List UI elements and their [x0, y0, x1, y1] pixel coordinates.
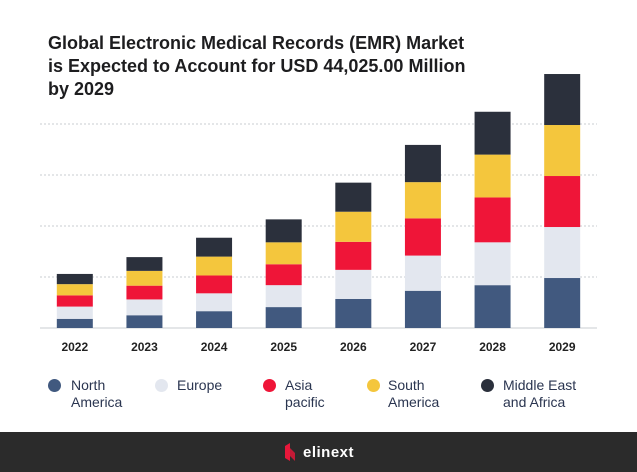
- chart: 2022 2023 2024 2025 2026 2027 2028 2029: [40, 74, 597, 354]
- chart-title: Global Electronic Medical Records (EMR) …: [48, 33, 466, 99]
- legend-label: South America: [388, 377, 440, 410]
- bar-segment: [56, 318, 93, 328]
- bar-segment: [265, 242, 302, 265]
- bar-segment: [474, 285, 511, 328]
- bar-segment: [335, 211, 372, 242]
- x-tick-label: 2024: [201, 340, 228, 354]
- bar-segment: [56, 295, 93, 307]
- bar-segment: [544, 74, 581, 126]
- footer: elinext: [0, 432, 637, 472]
- bar-segment: [335, 241, 372, 270]
- bar-segment: [404, 182, 441, 219]
- legend-label: Asia pacific: [285, 377, 325, 410]
- bar-segment: [126, 299, 163, 316]
- legend-swatch: [48, 379, 61, 392]
- bar-segment: [196, 237, 233, 257]
- legend-label: North America: [71, 377, 123, 410]
- legend-swatch: [155, 379, 168, 392]
- x-tick-label: 2026: [340, 340, 367, 354]
- bar-segment: [544, 278, 581, 328]
- bar-segment: [196, 256, 233, 276]
- bar-segment: [56, 273, 93, 285]
- bar-segment: [544, 176, 581, 228]
- bar-segment: [265, 285, 302, 308]
- x-tick-label: 2028: [479, 340, 506, 354]
- bar-segment: [56, 284, 93, 296]
- bar-segment: [544, 125, 581, 177]
- bar-segment: [265, 264, 302, 286]
- bar-segment: [196, 275, 233, 294]
- bar-segment: [335, 269, 372, 299]
- legend-swatch: [481, 379, 494, 392]
- bar-segment: [126, 285, 163, 300]
- x-tick-label: 2022: [61, 340, 88, 354]
- x-tick-label: 2029: [549, 340, 576, 354]
- bar-segment: [404, 290, 441, 328]
- bar-segment: [196, 311, 233, 328]
- bar-segment: [404, 144, 441, 183]
- bar-segment: [474, 111, 511, 155]
- legend-label: Europe: [177, 377, 223, 393]
- bar-segment: [335, 182, 372, 212]
- bar-segment: [265, 307, 302, 328]
- bar-segment: [56, 306, 93, 319]
- x-tick-label: 2025: [270, 340, 297, 354]
- bar-segment: [474, 154, 511, 198]
- bar-segment: [196, 293, 233, 312]
- bar-segment: [474, 242, 511, 286]
- x-tick-label: 2023: [131, 340, 158, 354]
- bar-segment: [265, 219, 302, 243]
- brand: elinext: [302, 443, 355, 461]
- legend-swatch: [263, 379, 276, 392]
- bar-segment: [126, 270, 163, 286]
- bar-segment: [126, 257, 163, 271]
- legend-swatch: [367, 379, 380, 392]
- bar-segment: [404, 255, 441, 291]
- x-tick-label: 2027: [410, 340, 437, 354]
- logo: [284, 443, 295, 461]
- bar-segment: [544, 227, 581, 279]
- bar-segment: [126, 315, 163, 328]
- bar-segment: [474, 197, 511, 243]
- bar-segment: [404, 218, 441, 256]
- bar-segment: [335, 298, 372, 328]
- legend-label: Middle East and Africa: [503, 377, 577, 410]
